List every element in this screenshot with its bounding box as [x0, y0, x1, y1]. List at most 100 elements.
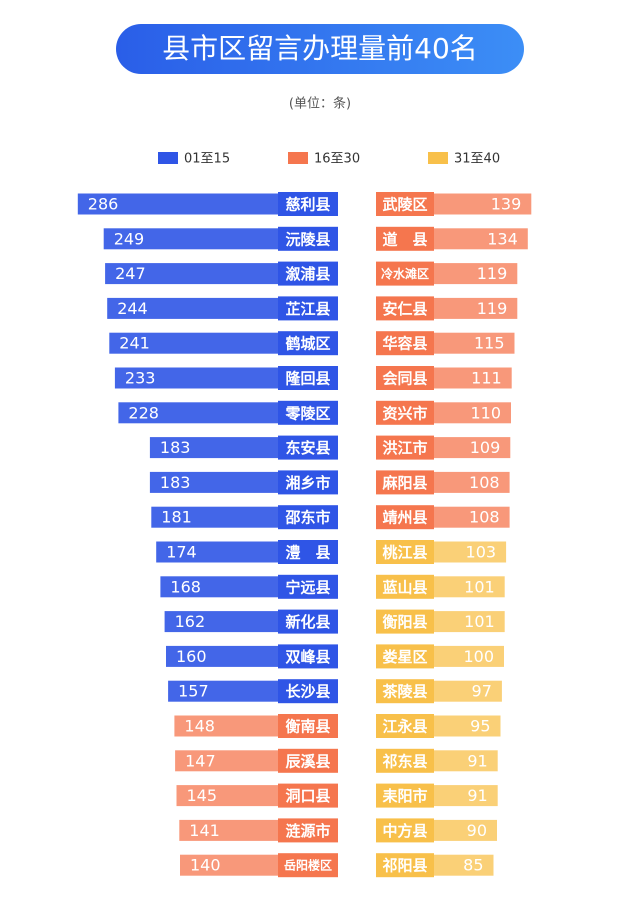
name-box	[376, 818, 434, 843]
category-label: 双峰县	[285, 648, 330, 666]
value-label: 181	[161, 508, 192, 527]
category-label: 东安县	[285, 439, 330, 457]
bar	[151, 506, 278, 528]
bar	[434, 402, 511, 424]
category-label: 新化县	[285, 613, 330, 631]
bar	[434, 541, 507, 563]
value-label: 100	[463, 647, 494, 666]
category-label: 江永县	[382, 718, 427, 736]
category-label: 祁东县	[382, 752, 427, 770]
category-label: 武陵区	[382, 196, 427, 214]
category-label: 洞口县	[285, 787, 330, 805]
value-label: 183	[160, 473, 191, 492]
category-label: 湘乡市	[285, 474, 330, 492]
value-label: 91	[467, 786, 487, 805]
name-box	[376, 192, 434, 216]
title-pill	[116, 24, 524, 74]
bar	[434, 854, 494, 876]
bar	[434, 193, 532, 215]
category-label: 沅陵县	[285, 230, 330, 248]
category-label: 麻阳县	[381, 474, 427, 492]
category-label: 隆回县	[285, 370, 330, 388]
name-box	[278, 470, 338, 495]
name-box	[376, 714, 434, 738]
value-label: 119	[477, 299, 508, 318]
category-label: 资兴市	[382, 404, 427, 422]
category-label: 会同县	[382, 370, 427, 388]
bar	[164, 611, 278, 633]
value-label: 140	[190, 856, 221, 875]
name-box	[376, 679, 434, 704]
bar	[179, 819, 278, 841]
chart-title: 县市区留言办理量前40名	[162, 32, 478, 65]
category-label: 邵东市	[284, 509, 330, 527]
value-label: 168	[170, 577, 201, 596]
value-label: 110	[470, 403, 501, 422]
value-label: 108	[469, 473, 500, 492]
bar	[434, 367, 512, 389]
name-box	[278, 714, 338, 738]
bar	[103, 228, 278, 250]
bar	[434, 228, 528, 250]
name-box	[278, 296, 338, 321]
value-label: 145	[187, 786, 218, 805]
name-box	[376, 226, 434, 251]
name-box	[278, 261, 338, 286]
legend-swatch	[158, 152, 178, 164]
value-label: 90	[467, 821, 487, 840]
name-box	[278, 748, 338, 773]
name-box	[278, 818, 338, 843]
legend-swatch	[288, 152, 308, 164]
value-label: 174	[166, 543, 197, 562]
name-box	[278, 331, 338, 356]
category-label: 华容县	[382, 335, 427, 353]
value-label: 139	[491, 195, 522, 214]
bar	[434, 263, 518, 285]
category-label: 澧 县	[285, 544, 330, 562]
category-label: 芷江县	[285, 300, 330, 318]
category-label: 祁阳县	[382, 857, 427, 875]
bar	[114, 367, 279, 389]
name-box	[278, 574, 338, 599]
value-label: 101	[464, 612, 495, 631]
category-label: 溆浦县	[285, 265, 330, 283]
value-label: 244	[117, 299, 148, 318]
name-box	[278, 435, 338, 460]
name-box	[376, 366, 434, 390]
value-label: 247	[115, 264, 146, 283]
value-label: 147	[185, 751, 216, 770]
value-label: 141	[189, 821, 220, 840]
value-label: 103	[466, 543, 497, 562]
bar	[434, 819, 497, 841]
value-label: 286	[88, 195, 119, 214]
bar	[77, 193, 278, 215]
category-label: 安仁县	[382, 300, 427, 318]
name-box	[278, 505, 338, 530]
category-label: 蓝山县	[382, 578, 427, 596]
value-label: 91	[467, 751, 487, 770]
bar	[180, 854, 278, 876]
value-label: 157	[178, 682, 209, 701]
name-box	[376, 331, 434, 356]
name-box	[278, 192, 338, 216]
bar	[105, 263, 278, 285]
category-label: 洪江市	[382, 439, 427, 457]
category-label: 岳阳楼区	[284, 858, 332, 873]
bar	[434, 645, 504, 667]
name-box	[376, 783, 434, 808]
name-box	[376, 644, 434, 669]
value-label: 109	[470, 438, 501, 457]
bar	[149, 437, 278, 459]
value-label: 233	[125, 369, 156, 388]
category-label: 零陵区	[284, 404, 330, 422]
value-label: 148	[184, 717, 215, 736]
category-label: 辰溪县	[285, 752, 330, 770]
bar	[175, 750, 278, 772]
name-box	[376, 609, 434, 634]
bar	[434, 471, 510, 493]
name-box	[278, 644, 338, 669]
value-label: 111	[471, 369, 502, 388]
value-label: 119	[477, 264, 508, 283]
name-box	[376, 748, 434, 773]
name-box	[278, 226, 338, 251]
